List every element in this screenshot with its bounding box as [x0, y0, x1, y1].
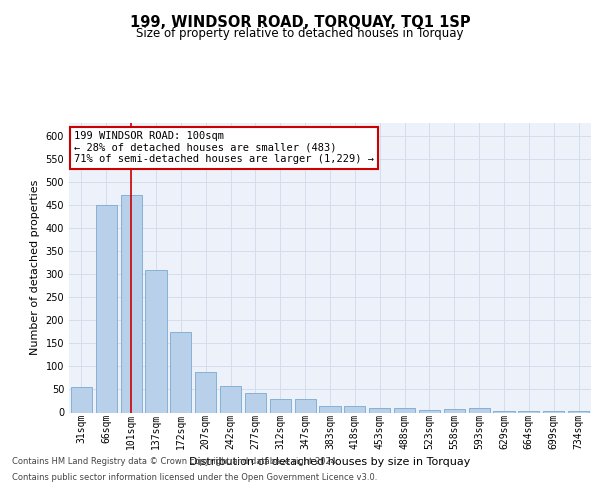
Bar	[220, 386, 241, 412]
Bar	[394, 408, 415, 412]
Bar	[543, 410, 564, 412]
Bar	[518, 410, 539, 412]
X-axis label: Distribution of detached houses by size in Torquay: Distribution of detached houses by size …	[190, 458, 470, 468]
Bar	[295, 398, 316, 412]
Bar	[195, 372, 216, 412]
Y-axis label: Number of detached properties: Number of detached properties	[30, 180, 40, 355]
Bar	[71, 387, 92, 412]
Text: Contains public sector information licensed under the Open Government Licence v3: Contains public sector information licen…	[12, 472, 377, 482]
Text: 199 WINDSOR ROAD: 100sqm
← 28% of detached houses are smaller (483)
71% of semi-: 199 WINDSOR ROAD: 100sqm ← 28% of detach…	[74, 131, 374, 164]
Text: Contains HM Land Registry data © Crown copyright and database right 2024.: Contains HM Land Registry data © Crown c…	[12, 458, 338, 466]
Bar	[170, 332, 191, 412]
Text: Size of property relative to detached houses in Torquay: Size of property relative to detached ho…	[136, 28, 464, 40]
Bar	[270, 398, 291, 412]
Bar	[419, 410, 440, 412]
Text: 199, WINDSOR ROAD, TORQUAY, TQ1 1SP: 199, WINDSOR ROAD, TORQUAY, TQ1 1SP	[130, 15, 470, 30]
Bar	[96, 206, 117, 412]
Bar	[444, 410, 465, 412]
Bar	[493, 410, 515, 412]
Bar	[319, 406, 341, 412]
Bar	[145, 270, 167, 412]
Bar	[369, 408, 390, 412]
Bar	[568, 410, 589, 412]
Bar	[344, 406, 365, 412]
Bar	[245, 393, 266, 412]
Bar	[121, 195, 142, 412]
Bar	[469, 408, 490, 412]
